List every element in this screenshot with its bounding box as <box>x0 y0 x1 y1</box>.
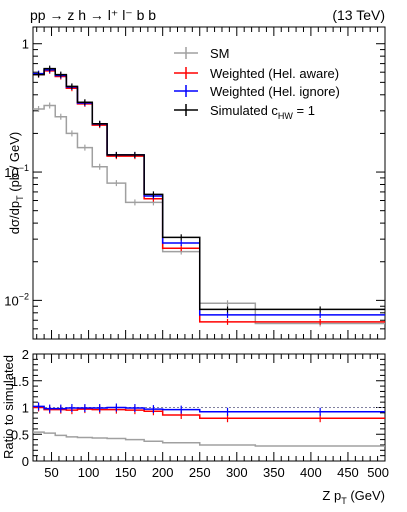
ratio-line-aware <box>33 406 385 419</box>
ratio-x-tick-label: 250 <box>189 465 211 480</box>
tick-base: 1 <box>22 37 29 52</box>
ratio-y-axis-label: Ratio to simulated <box>1 355 16 459</box>
ratio-x-tick-label: 500 <box>367 465 389 480</box>
ratio-x-tick-label: 300 <box>226 465 248 480</box>
chart-title: pp → z h → l⁺ l⁻ b b <box>30 7 156 23</box>
legend-entry-sm: SM <box>174 46 230 61</box>
ratio-y-tick-label: 0 <box>22 454 29 469</box>
legend-label-aware: Weighted (Hel. aware) <box>210 66 339 81</box>
legend-sim-main: Simulated c <box>210 103 278 118</box>
legend-entry-ignore: Weighted (Hel. ignore) <box>174 84 340 99</box>
top-axis-ticks <box>33 27 386 340</box>
series-line-aware <box>33 70 385 323</box>
legend-label-simulated: Simulated cHW = 1 <box>210 103 315 121</box>
xlabel-main: Z p <box>322 488 341 503</box>
xlabel-sub: T <box>341 496 347 506</box>
top-y-tick-label: 1 <box>22 37 29 52</box>
top-y-axis-label: dσ/dpT (pb / GeV) <box>7 132 25 234</box>
ratio-x-tick-label: 200 <box>152 465 174 480</box>
ratio-y-tick-labels: 0 0.5 1 1.5 2 <box>11 347 29 469</box>
top-y-tick-labels: 110−110−2 <box>4 37 29 309</box>
energy-label: (13 TeV) <box>332 7 385 23</box>
ratio-series-group <box>33 402 385 447</box>
ratio-x-tick-label: 50 <box>44 465 58 480</box>
top-y-tick-label: 10−2 <box>4 291 29 308</box>
legend-label-ignore: Weighted (Hel. ignore) <box>210 84 340 99</box>
ratio-x-axis-label: Z pT (GeV) <box>322 488 385 506</box>
tick-exponent: −1 <box>19 163 29 173</box>
ratio-y-tick-label: 1 <box>22 401 29 416</box>
ratio-y-tick-label: 2 <box>22 347 29 362</box>
ratio-x-tick-label: 400 <box>300 465 322 480</box>
ratio-x-tick-label: 350 <box>263 465 285 480</box>
top-series-group <box>33 65 385 327</box>
legend-sim-sub: HW <box>278 111 293 121</box>
series-line-sim <box>33 67 385 311</box>
tick-base: 10 <box>4 293 18 308</box>
top-panel-frame <box>32 26 386 340</box>
ratio-x-tick-label: 100 <box>78 465 100 480</box>
legend-sim-rest: = 1 <box>293 103 315 118</box>
ratio-y-tick-label: 1.5 <box>11 374 29 389</box>
series-line-sm <box>33 104 385 325</box>
top-y-tick-label: 10−1 <box>4 163 29 180</box>
ratio-y-tick-label: 0.5 <box>11 427 29 442</box>
legend-entry-aware: Weighted (Hel. aware) <box>174 66 339 81</box>
ratio-x-tick-label: 450 <box>337 465 359 480</box>
ratio-x-tick-labels: 50 100 150 200 250 300 350 400 450 500 <box>44 465 389 480</box>
tick-base: 10 <box>4 165 18 180</box>
tick-exponent: −2 <box>19 291 29 301</box>
legend-entry-simulated: Simulated cHW = 1 <box>174 103 315 121</box>
ratio-x-tick-label: 150 <box>115 465 137 480</box>
series-line-ignore <box>33 69 385 316</box>
top-ylabel-rest: (pb / GeV) <box>7 132 22 196</box>
legend: SM Weighted (Hel. aware) Weighted (Hel. … <box>174 46 340 121</box>
ratio-line-sm <box>33 431 385 447</box>
top-ylabel-main: dσ/dp <box>7 201 22 234</box>
top-ylabel-sub: T <box>15 195 25 201</box>
xlabel-rest: (GeV) <box>347 488 385 503</box>
legend-label-sm: SM <box>210 46 230 61</box>
